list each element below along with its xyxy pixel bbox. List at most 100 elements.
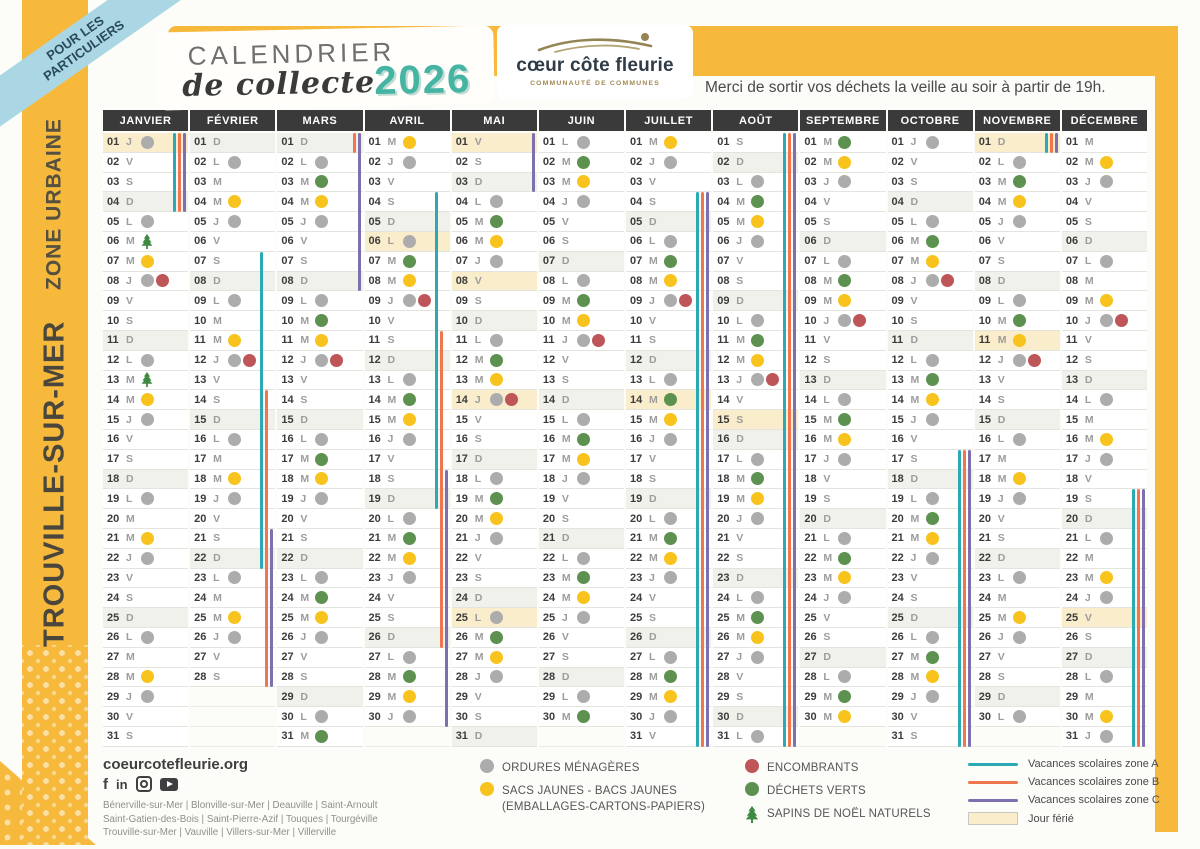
collection-dots — [751, 512, 766, 526]
dechets-verts-dot — [838, 413, 852, 427]
day-row: 24 S — [103, 588, 189, 609]
dechets-verts-dot — [925, 650, 939, 664]
collection-dots — [751, 729, 766, 743]
weekday-letter: V — [126, 294, 134, 307]
day-row: 04 V — [800, 192, 886, 213]
day-number: 16 — [891, 433, 904, 446]
day-number: 26 — [891, 631, 904, 644]
day-row: 03 M — [277, 172, 363, 193]
weekday-letter: S — [126, 314, 134, 327]
collection-dots — [1099, 254, 1115, 268]
day-row: 12 D — [626, 350, 712, 371]
weekday-letter: L — [300, 571, 307, 584]
encombrants-dot — [853, 314, 867, 328]
weekday-letter: V — [910, 156, 918, 169]
day-number: 31 — [630, 730, 643, 743]
ordures-dot — [576, 333, 590, 347]
day-row: 04 J — [538, 192, 625, 213]
day-number: 11 — [891, 334, 904, 347]
day-number: 27 — [717, 651, 730, 664]
collection-dots — [228, 472, 243, 486]
day-number: 09 — [107, 294, 120, 307]
day-number: 24 — [455, 591, 468, 604]
month-juin: JUIN 01 L 02 M 03 M 04 J 05 V 06 S 07 D 08 L 09 M 10 M 11 J 12 V… — [538, 110, 625, 747]
day-number: 03 — [368, 175, 381, 188]
day-number: 16 — [281, 433, 294, 446]
day-number: 24 — [891, 591, 904, 604]
weekday-letter: S — [474, 571, 482, 584]
day-number: 11 — [455, 334, 468, 347]
collection-dots — [838, 531, 853, 545]
vacances-zone-c-line — [706, 192, 710, 747]
day-row: 25 S — [364, 608, 450, 628]
day-row: 02 M — [538, 152, 625, 173]
collection-dots — [576, 175, 592, 189]
collection-dots — [576, 135, 592, 149]
day-number: 22 — [891, 552, 904, 565]
day-row: 26 S — [1061, 627, 1148, 648]
day-row: 09 L — [277, 291, 363, 312]
day-row: 18 V — [1061, 469, 1148, 490]
collection-dots — [228, 353, 258, 367]
collection-dots — [141, 393, 156, 407]
day-number: 12 — [368, 354, 381, 367]
day-number: 10 — [978, 314, 991, 327]
day-row: 16 V — [103, 429, 189, 450]
weekday-letter: J — [649, 156, 655, 169]
weekday-letter: J — [213, 631, 220, 644]
day-row: 22 J — [103, 548, 189, 569]
weekday-letter: D — [823, 512, 831, 525]
day-number: 23 — [978, 571, 991, 584]
weekday-letter: D — [910, 195, 919, 208]
weekday-letter: V — [387, 314, 395, 327]
day-row: 03 J — [800, 172, 886, 193]
collection-dots — [228, 611, 243, 625]
weekday-letter: M — [213, 611, 222, 624]
day-number: 12 — [107, 354, 120, 367]
collection-dots — [315, 333, 330, 347]
weekday-letter: D — [649, 492, 657, 505]
day-row: 16 V — [887, 429, 973, 450]
day-number: 16 — [194, 433, 207, 446]
logo-box: cœur côte fleurie COMMUNAUTÉ DE COMMUNES — [497, 25, 693, 99]
day-number: 08 — [804, 274, 817, 287]
weekday-letter: M — [300, 195, 310, 208]
weekday-letter: M — [649, 413, 658, 426]
weekday-letter: D — [300, 690, 308, 703]
sidebar-label: TROUVILLE-SUR-MER ZONE URBAINE — [39, 112, 72, 647]
collection-dots — [838, 551, 853, 565]
day-row: 29 V — [451, 687, 537, 708]
day-row: 30 M — [538, 707, 625, 727]
day-number: 31 — [107, 730, 120, 743]
sacs-jaunes-dot — [925, 670, 939, 684]
day-number: 29 — [455, 690, 468, 703]
weekday-letter: V — [474, 413, 482, 426]
collection-dots — [489, 472, 505, 486]
day-number: 06 — [281, 235, 294, 248]
weekday-letter: V — [997, 373, 1005, 386]
ordures-dot — [576, 135, 590, 149]
day-row: 13 V — [277, 370, 363, 391]
day-row: 28 V — [713, 667, 799, 688]
day-row: 21 S — [277, 528, 363, 549]
day-row: 06 D — [1061, 231, 1148, 252]
weekday-letter: J — [736, 373, 743, 386]
weekday-letter: J — [300, 492, 307, 505]
day-row: 15 J — [887, 410, 973, 430]
collection-dots — [576, 333, 607, 347]
weekday-letter: L — [387, 651, 394, 664]
collection-dots — [664, 135, 679, 149]
weekday-letter: V — [474, 690, 482, 703]
day-number: 01 — [891, 136, 904, 149]
day-number: 27 — [630, 651, 643, 664]
day-number: 19 — [368, 492, 381, 505]
ordures-dot — [1012, 630, 1026, 644]
day-row: 18 M — [190, 469, 276, 490]
day-number: 07 — [717, 255, 730, 268]
ordures-dot — [1099, 591, 1113, 605]
collection-dots — [925, 353, 941, 367]
weekday-letter: M — [997, 314, 1007, 327]
weekday-letter: S — [300, 670, 308, 683]
day-number: 23 — [1065, 571, 1079, 584]
sacs-jaunes-dot — [141, 254, 154, 268]
